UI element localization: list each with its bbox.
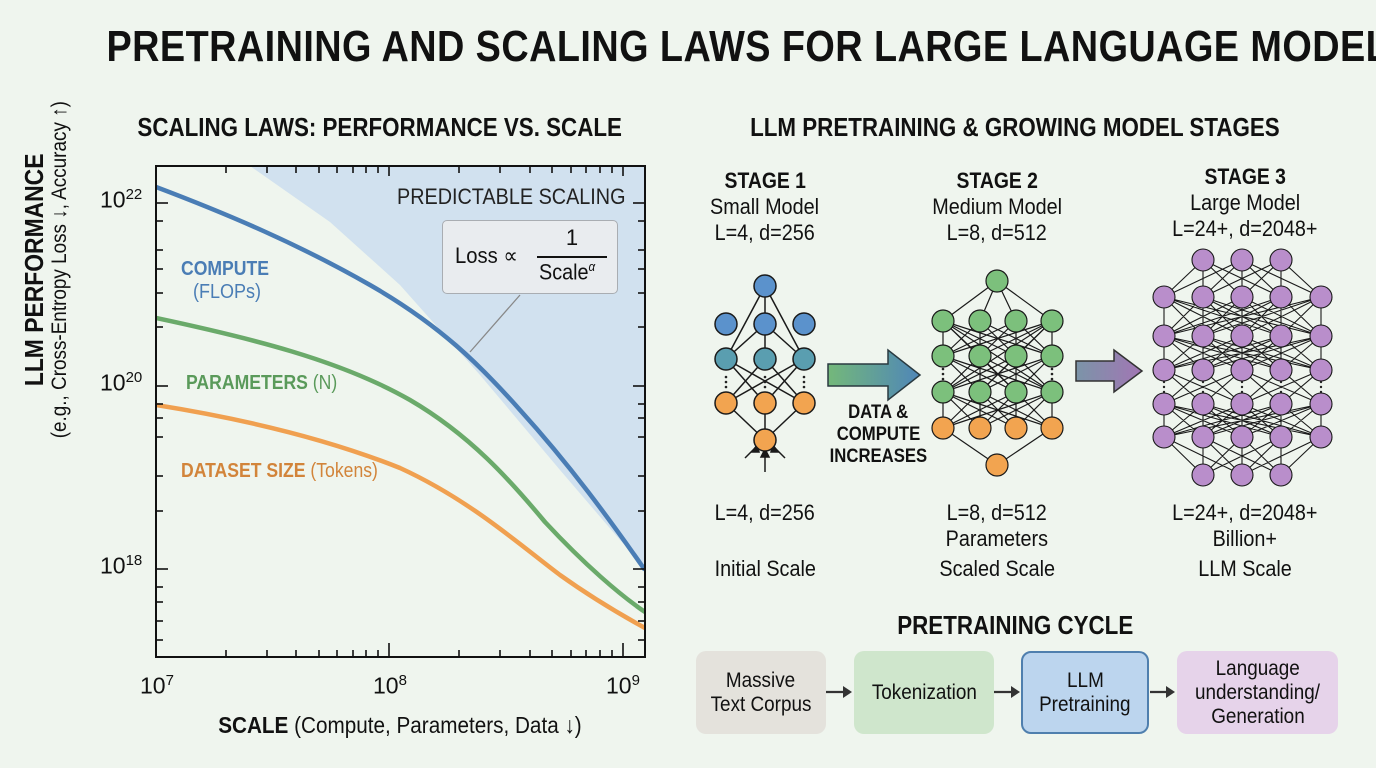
y-ticks: [156, 202, 645, 641]
stage-3-ellipsis: [1162, 380, 1323, 394]
formula-denominator: Scaleα: [539, 259, 596, 285]
predictable-scaling-label: PREDICTABLE SCALING: [397, 184, 626, 209]
cycle-step-llm-pretraining: LLM Pretraining: [1021, 651, 1149, 734]
growth-arrow-1: [827, 348, 922, 402]
cycle-step-corpus: Massive Text Corpus: [696, 651, 826, 734]
y-tick-1e22: 1022: [100, 186, 143, 213]
stage-2-network: [931, 269, 1064, 477]
pretraining-cycle-title: PRETRAINING CYCLE: [896, 610, 1134, 640]
dataset-label: DATASET SIZE (Tokens): [181, 460, 378, 482]
stage-1-network: [714, 274, 816, 472]
dataset-curve: [156, 402, 645, 630]
data-compute-label: DATA & COMPUTE INCREASES: [829, 402, 927, 467]
stage-3-network: [1152, 248, 1333, 487]
cycle-arrows: [826, 686, 1175, 698]
stage-1-footer: L=4, d=256 Initial Scale: [714, 500, 816, 581]
stage-1-header: STAGE 1 Small Model L=4, d=256: [710, 168, 820, 245]
plot-frame: [155, 165, 646, 658]
formula-numerator: 1: [565, 225, 579, 250]
stage-1-ellipsis: [724, 375, 806, 389]
scaling-laws-title: SCALING LAWS: PERFORMANCE VS. SCALE: [137, 112, 623, 142]
y-tick-1e20: 1020: [100, 369, 143, 396]
y-tick-1e18: 1018: [100, 552, 143, 579]
stage-2-ellipsis: [941, 367, 1054, 381]
x-tick-1e9: 109: [606, 672, 640, 699]
growth-arrow-2: [1075, 348, 1144, 394]
formula-lhs: Loss ∝: [455, 243, 518, 268]
cycle-step-language-generation: Language understanding/Generation: [1177, 651, 1338, 734]
compute-label: COMPUTE (FLOPs): [181, 258, 269, 303]
stage-2-header: STAGE 2 Medium Model L=8, d=512: [932, 168, 1062, 245]
parameters-curve: [156, 315, 645, 614]
x-axis-label: SCALE (Compute, Parameters, Data ↓): [218, 712, 582, 738]
x-tick-1e8: 108: [373, 672, 407, 699]
formula-box: Loss ∝ 1 Scaleα: [442, 220, 618, 294]
main-title: PRETRAINING AND SCALING LAWS FOR LARGE L…: [106, 22, 1376, 71]
cycle-step-tokenization: Tokenization: [854, 651, 994, 734]
stages-title: LLM PRETRAINING & GROWING MODEL STAGES: [750, 112, 1280, 142]
x-ticks: [225, 166, 624, 657]
stage-2-footer: L=8, d=512 Parameters Scaled Scale: [939, 500, 1055, 581]
parameters-label: PARAMETERS (N): [186, 372, 338, 394]
compute-curve: [156, 184, 645, 572]
stage-3-header: STAGE 3 Large Model L=24+, d=2048+: [1172, 164, 1318, 241]
fraction-bar: [537, 256, 607, 258]
x-tick-1e7: 107: [140, 672, 174, 699]
stage-3-footer: L=24+, d=2048+ Billion+ LLM Scale: [1172, 500, 1318, 581]
